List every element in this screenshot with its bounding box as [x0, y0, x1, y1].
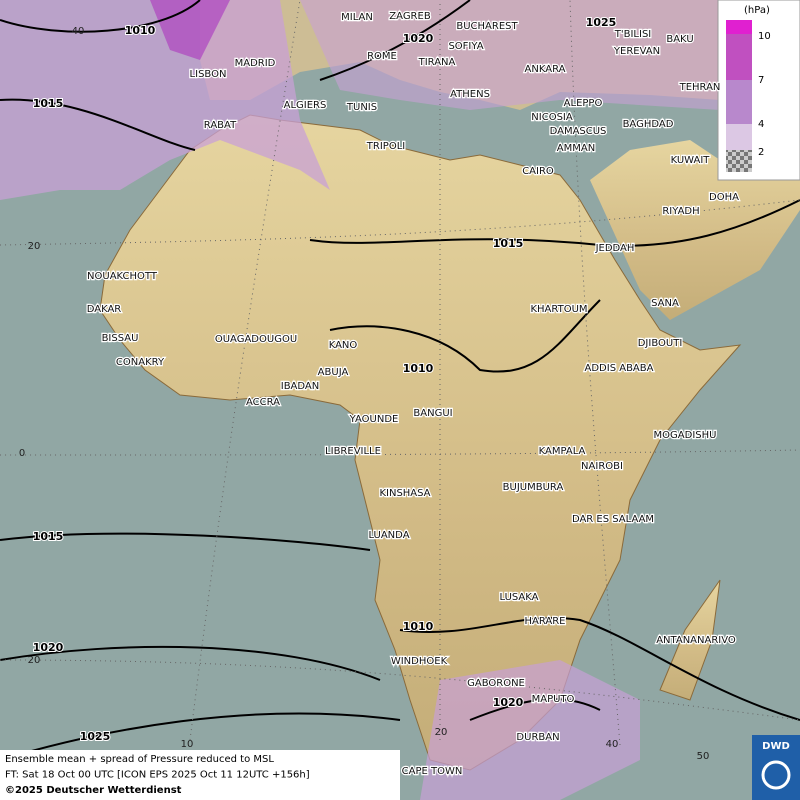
city-label: OUAGADOUGOU [215, 334, 297, 345]
city-label: ROME [367, 51, 397, 62]
city-label: T'BILISI [614, 29, 651, 40]
legend-unit: (hPa) [744, 5, 770, 16]
legend-level: 2 [758, 147, 764, 158]
caption-box [0, 750, 400, 800]
grid-label: 20 [435, 727, 448, 738]
madagascar [659, 579, 721, 701]
city-label: JEDDAH [595, 243, 635, 254]
isobar-label: 1025 [586, 16, 617, 29]
city-label: SOFIYA [448, 41, 483, 52]
city-label: KINSHASA [379, 488, 430, 499]
isobar-label: 1015 [33, 530, 64, 543]
arabia [590, 140, 800, 320]
isobar-label: 1025 [80, 730, 111, 743]
logo-text: DWD [762, 741, 790, 752]
grid-label: 20 [28, 655, 41, 666]
city-label: CAIRO [522, 166, 554, 177]
city-label: MADRID [235, 58, 276, 69]
grid-label: 40 [606, 739, 619, 750]
city-label: ATHENS [450, 89, 490, 100]
city-label: MAPUTO [532, 694, 575, 705]
city-label: BUJUMBURA [503, 482, 564, 493]
city-label: ANTANANARIVO [656, 635, 736, 646]
city-label: MOGADISHU [654, 430, 717, 441]
city-label: ADDIS ABABA [585, 363, 654, 374]
grid-label: 10 [181, 739, 194, 750]
city-label: DAMASCUS [550, 126, 607, 137]
city-label: KUWAIT [671, 155, 711, 166]
grid-label: 40 [72, 26, 85, 37]
city-label: TRIPOLI [366, 141, 405, 152]
city-label: TUNIS [346, 102, 377, 113]
city-label: SANA [651, 298, 679, 309]
city-label: IBADAN [281, 381, 320, 392]
city-label: YAOUNDE [349, 414, 399, 425]
caption-line: Ensemble mean + spread of Pressure reduc… [5, 754, 274, 765]
city-label: NAIROBI [581, 461, 623, 472]
city-label: NICOSIA [531, 112, 573, 123]
city-label: ALGIERS [284, 100, 327, 111]
city-label: ZAGREB [389, 11, 431, 22]
city-label: ABUJA [318, 367, 349, 378]
isobar-label: 1020 [33, 641, 64, 654]
city-label: DOHA [709, 192, 739, 203]
legend-level: 10 [758, 31, 771, 42]
isobar-label: 1010 [125, 24, 156, 37]
city-label: DAR ES SALAAM [572, 514, 654, 525]
city-label: KANO [329, 340, 358, 351]
city-label: AMMAN [557, 143, 595, 154]
grid-label: 0 [19, 448, 25, 459]
city-label: HARARE [524, 616, 565, 627]
city-label: CONAKRY [116, 357, 165, 368]
isobar-label: 1020 [493, 696, 524, 709]
spread-area [0, 0, 330, 200]
grid-label: 20 [28, 241, 41, 252]
legend-level: 4 [758, 119, 764, 130]
spread-area [300, 0, 720, 110]
city-label: GABORONE [467, 678, 525, 689]
legend [717, 0, 800, 181]
city-label: ALEPPO [564, 98, 603, 109]
city-label: ANKARA [525, 64, 566, 75]
city-label: MILAN [341, 12, 373, 23]
spread-area [420, 660, 640, 800]
logo-icon [761, 760, 791, 790]
city-label: TEHRAN [679, 82, 721, 93]
city-label: CAPE TOWN [402, 766, 463, 777]
city-label: LUANDA [368, 530, 409, 541]
isobar-label: 1010 [403, 362, 434, 375]
city-label: BAKU [666, 34, 693, 45]
isobars [0, 0, 800, 761]
city-label: DJIBOUTI [638, 338, 683, 349]
city-label: BUCHAREST [456, 21, 518, 32]
city-label: KHARTOUM [530, 304, 587, 315]
city-label: WINDHOEK [391, 656, 448, 667]
city-label: LIBREVILLE [325, 446, 381, 457]
city-label: LISBON [190, 69, 227, 80]
isobar-label: 1010 [403, 620, 434, 633]
legend-level: 7 [758, 75, 764, 86]
city-label: ACCRA [246, 397, 280, 408]
isobar-label: 1015 [33, 97, 64, 110]
spread-area [150, 0, 230, 60]
city-label: LUSAKA [500, 592, 539, 603]
city-label: YEREVAN [613, 46, 660, 57]
graticule [0, 0, 800, 746]
city-label: BANGUI [413, 408, 452, 419]
grid-label: 50 [697, 751, 710, 762]
city-label: DURBAN [516, 732, 559, 743]
city-label: BAGHDAD [623, 119, 674, 130]
city-label: KAMPALA [539, 446, 586, 457]
city-label: RIYADH [662, 206, 699, 217]
city-label: DAKAR [87, 304, 122, 315]
city-label: TIRANA [418, 57, 456, 68]
city-label: BISSAU [102, 333, 139, 344]
city-label: RABAT [204, 120, 237, 131]
caption-line: FT: Sat 18 Oct 00 UTC [ICON EPS 2025 Oct… [5, 770, 310, 781]
isobar-label: 1020 [403, 32, 434, 45]
caption-line: ©2025 Deutscher Wetterdienst [5, 785, 182, 796]
city-label: NOUAKCHOTT [87, 271, 158, 282]
isobar-label: 1015 [493, 237, 524, 250]
